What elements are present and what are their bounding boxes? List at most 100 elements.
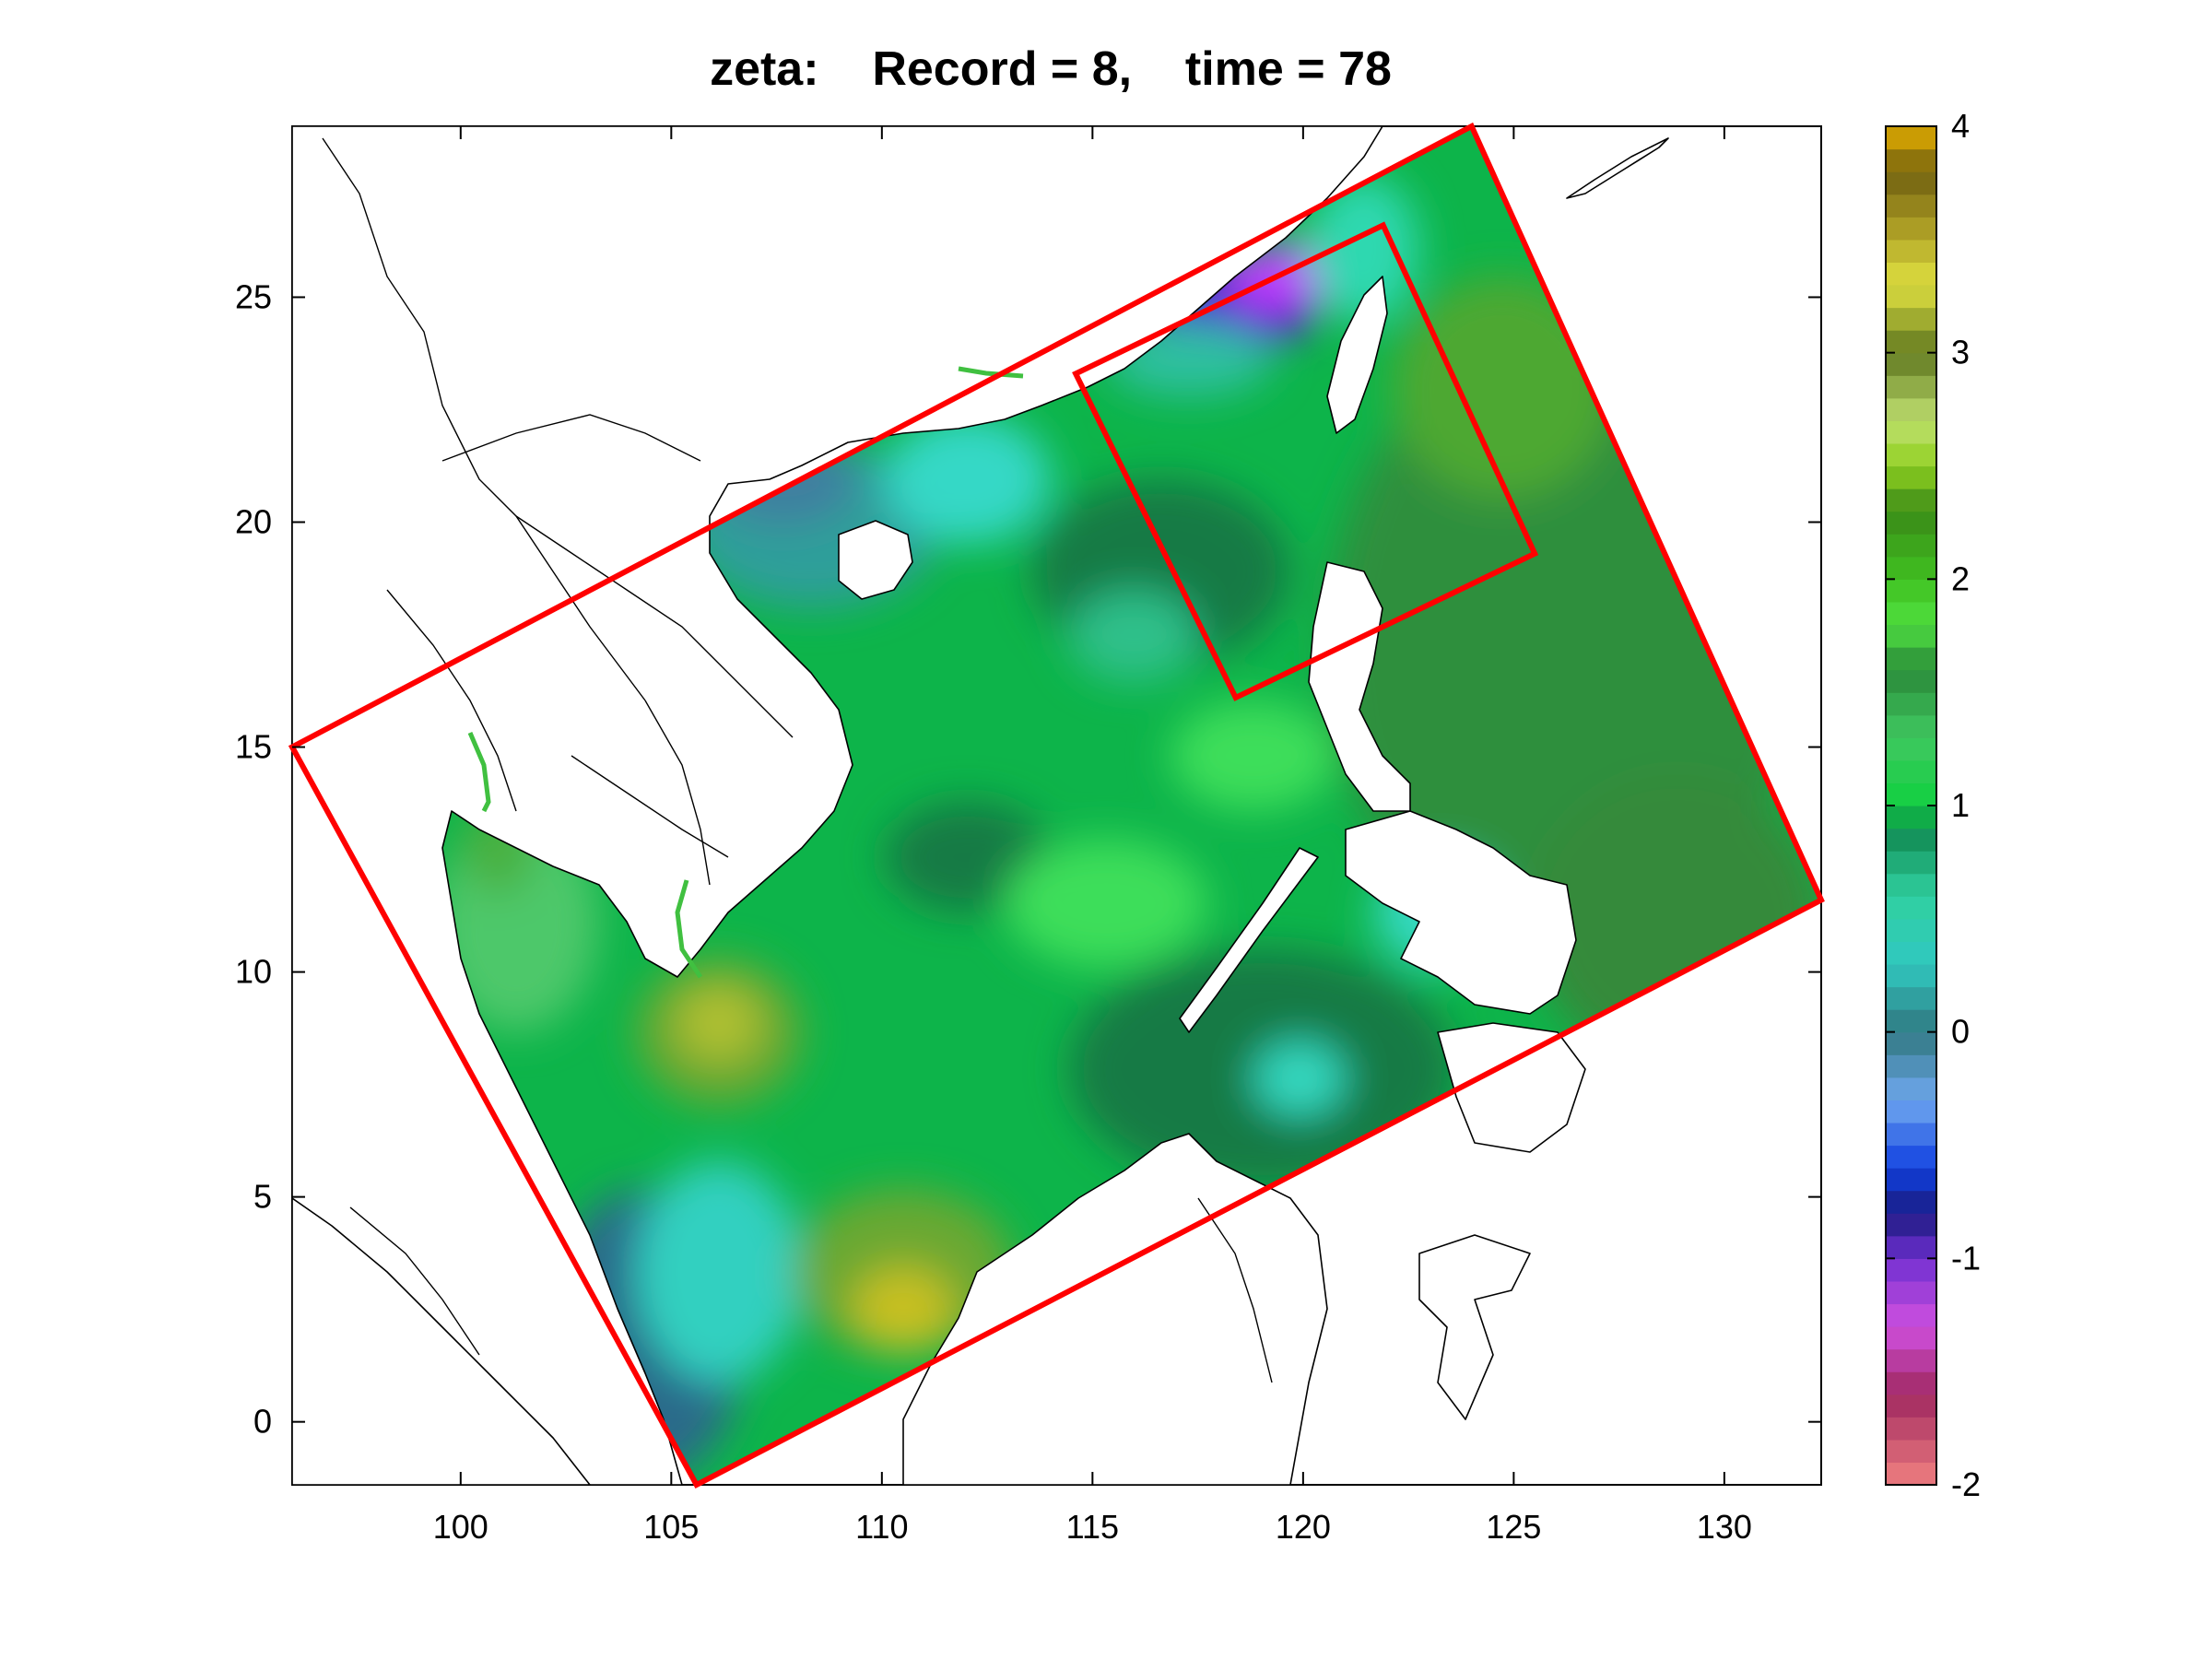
colorbar-band <box>1886 873 1936 897</box>
colorbar-band <box>1886 1348 1936 1372</box>
colorbar-band <box>1886 1417 1936 1441</box>
outer-domain-boundary <box>288 122 1825 1489</box>
colorbar-band <box>1886 442 1936 467</box>
colorbar-band <box>1886 1190 1936 1214</box>
colorbar-band <box>1886 556 1936 580</box>
rivers <box>467 366 1024 979</box>
colorbar-band <box>1886 941 1936 965</box>
colorbar-band <box>1886 986 1936 1010</box>
colorbar-band <box>1886 692 1936 716</box>
colorbar-band <box>1886 1394 1936 1418</box>
y-tick-label: 5 <box>253 1178 272 1216</box>
colorbar-tick-label: 2 <box>1951 559 1970 597</box>
y-tick-label: 10 <box>235 953 272 991</box>
x-tick-label: 115 <box>1066 1508 1119 1546</box>
colorbar-band <box>1886 782 1936 806</box>
colorbar-band <box>1886 579 1936 603</box>
colorbar-tick-label: 3 <box>1951 334 1970 371</box>
colorbar-band <box>1886 465 1936 489</box>
luzon-island <box>1308 561 1411 812</box>
mainland-asia <box>292 126 1383 1485</box>
x-axis-ticks: 100 105 110 115 120 125 130 <box>433 126 1752 1546</box>
colorbar-tick-label: -1 <box>1951 1239 1981 1277</box>
colorbar-band <box>1886 1145 1936 1169</box>
colorbar-band <box>1886 1326 1936 1350</box>
colorbar-band <box>1886 148 1936 172</box>
colorbar-band <box>1886 1439 1936 1464</box>
x-tick-label: 105 <box>643 1508 699 1546</box>
colorbar-band <box>1886 126 1936 150</box>
colorbar-band <box>1886 488 1936 512</box>
colorbar-ticks: 4 3 2 1 0 -1 -2 <box>1886 107 1981 1503</box>
colorbar-tick-label: 1 <box>1951 786 1970 824</box>
colorbar-band <box>1886 534 1936 558</box>
taiwan-island <box>1326 276 1388 434</box>
colorbar-band <box>1886 1280 1936 1305</box>
inner-domain-boundary <box>1072 221 1539 701</box>
x-tick-label: 125 <box>1486 1508 1541 1546</box>
colorbar-band <box>1886 284 1936 309</box>
y-axis-ticks: 0 5 10 15 20 25 <box>235 277 1821 1441</box>
colorbar-band <box>1886 1213 1936 1237</box>
colorbar-band <box>1886 217 1936 241</box>
colorbar-band <box>1886 1371 1936 1395</box>
colorbar-band <box>1886 1031 1936 1055</box>
colorbar-band <box>1886 307 1936 331</box>
colorbar-band <box>1886 1168 1936 1192</box>
colorbar-band <box>1886 1122 1936 1147</box>
colorbar-band <box>1886 330 1936 354</box>
borneo-island <box>902 1133 1328 1485</box>
y-tick-label: 20 <box>235 503 272 541</box>
colorbar-band <box>1886 737 1936 761</box>
colorbar-band <box>1886 239 1936 263</box>
colorbar-band <box>1886 896 1936 920</box>
plot-title: zeta: Record = 8, time = 78 <box>710 42 1392 96</box>
colorbar-band <box>1886 511 1936 535</box>
colorbar-tick-label: -2 <box>1951 1465 1981 1503</box>
colorbar-band <box>1886 1054 1936 1078</box>
colorbar-band <box>1886 918 1936 942</box>
colorbar-band <box>1886 647 1936 671</box>
colorbar-band <box>1886 851 1936 875</box>
colorbar-band <box>1886 1100 1936 1124</box>
philippine-islands <box>1345 810 1577 1015</box>
x-tick-label: 130 <box>1697 1508 1752 1546</box>
y-tick-label: 0 <box>253 1403 272 1441</box>
colorbar-band <box>1886 714 1936 738</box>
colorbar: 4 3 2 1 0 -1 -2 <box>1885 107 1981 1503</box>
colorbar-band <box>1886 828 1936 852</box>
x-tick-label: 120 <box>1276 1508 1331 1546</box>
x-tick-label: 100 <box>433 1508 488 1546</box>
y-tick-label: 15 <box>235 728 272 766</box>
mindanao-island <box>1437 1022 1586 1153</box>
colorbar-band <box>1886 601 1936 626</box>
hainan-island <box>838 520 913 600</box>
colorbar-band <box>1886 262 1936 286</box>
colorbar-band <box>1886 1462 1936 1486</box>
ryukyu-islands <box>1566 137 1669 199</box>
colorbar-band <box>1886 1303 1936 1327</box>
colorbar-tick-label: 0 <box>1951 1013 1970 1051</box>
x-tick-label: 110 <box>855 1508 908 1546</box>
colorbar-tick-label: 4 <box>1951 107 1970 145</box>
colorbar-band <box>1886 1258 1936 1282</box>
colorbar-band <box>1886 1009 1936 1033</box>
colorbar-band <box>1886 1077 1936 1100</box>
colorbar-band <box>1886 669 1936 693</box>
colorbar-band <box>1886 806 1936 830</box>
colorbar-band <box>1886 352 1936 376</box>
colorbar-band <box>1886 624 1936 648</box>
sulawesi-island <box>1418 1234 1531 1420</box>
colorbar-band <box>1886 171 1936 195</box>
colorbar-bands <box>1886 126 1936 1486</box>
sumatra-island <box>292 1197 591 1485</box>
colorbar-band <box>1886 375 1936 399</box>
colorbar-band <box>1886 194 1936 218</box>
colorbar-band <box>1886 963 1936 988</box>
colorbar-band <box>1886 1235 1936 1259</box>
palawan-island <box>1179 847 1319 1033</box>
y-tick-label: 25 <box>235 277 272 315</box>
colorbar-band <box>1886 759 1936 784</box>
land <box>292 126 1669 1485</box>
